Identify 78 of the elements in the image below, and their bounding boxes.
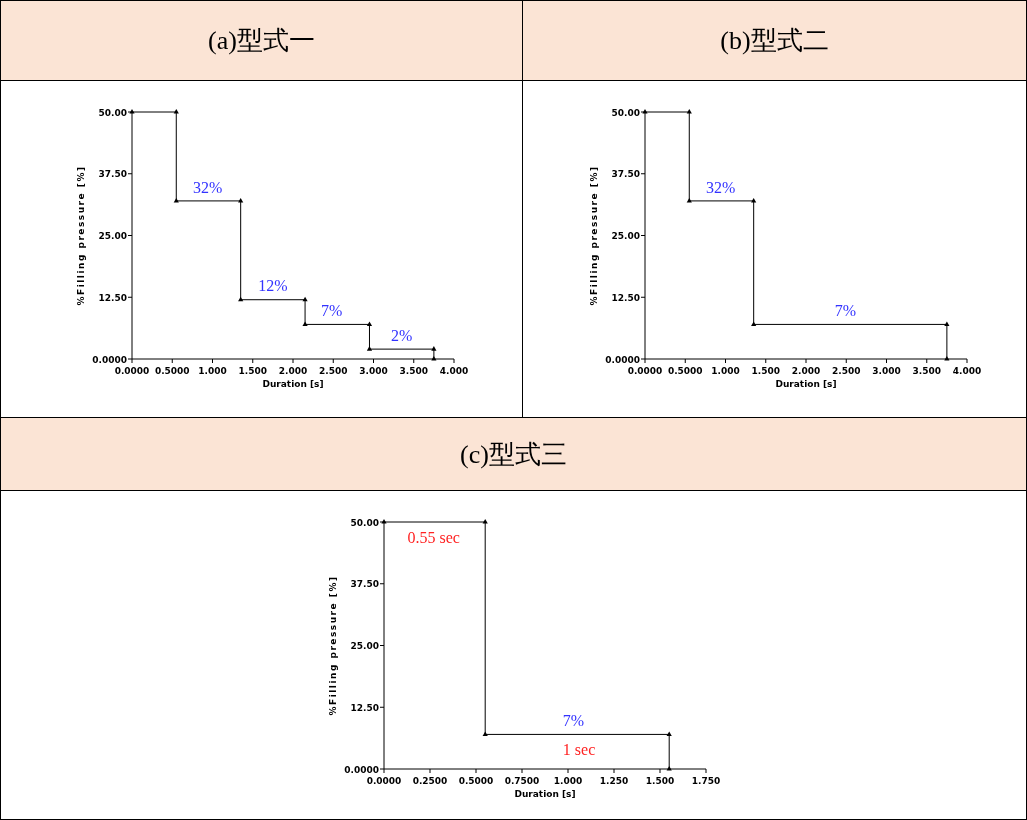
annotation: 7% <box>562 712 585 730</box>
x-tick-label: 0.2500 <box>412 776 448 786</box>
point <box>666 766 672 771</box>
x-tick-label: 2.000 <box>278 366 308 376</box>
x-axis-title: Duration [s] <box>775 379 837 389</box>
y-tick-label: 50.00 <box>350 517 379 528</box>
y-tick-label: 37.50 <box>611 169 640 180</box>
point <box>302 321 308 327</box>
x-tick-label: 4.000 <box>952 366 982 376</box>
chart-title: (a)型式一 <box>0 0 523 81</box>
x-tick-label: 3.500 <box>399 366 428 376</box>
x-tick-label: 1.000 <box>711 366 740 376</box>
x-tick-label: 0.5000 <box>154 366 190 376</box>
point <box>431 356 437 361</box>
y-tick-label: 25.00 <box>98 231 127 241</box>
x-tick-label: 1.000 <box>553 776 583 786</box>
y-axis-title: %Filling pressure [%] <box>76 165 86 306</box>
x-tick-label: 3.000 <box>359 366 388 376</box>
y-tick-label: 50.00 <box>98 107 127 118</box>
x-tick-label: 0.5000 <box>458 776 494 786</box>
x-tick-label: 1.500 <box>751 366 780 376</box>
x-tick-label: 1.750 <box>691 776 721 786</box>
point <box>686 197 692 203</box>
annotation: 32% <box>706 178 736 196</box>
x-tick-label: 2.500 <box>832 366 861 376</box>
annotation: 12% <box>258 277 288 295</box>
y-tick-label: 37.50 <box>350 579 379 590</box>
annotation: 32% <box>193 178 223 196</box>
y-axis-title: %Filling pressure [%] <box>328 575 338 716</box>
x-axis-title: Duration [s] <box>514 789 576 799</box>
y-tick-label: 25.00 <box>350 641 379 651</box>
point <box>751 197 757 203</box>
y-tick-label: 12.50 <box>611 292 640 303</box>
point <box>238 197 244 203</box>
y-tick-label: 12.50 <box>350 702 379 713</box>
x-tick-label: 0.0000 <box>366 776 402 786</box>
point <box>366 321 373 327</box>
chart-title: (b)型式二 <box>522 0 1027 81</box>
point <box>751 321 757 327</box>
y-tick-label: 50.00 <box>611 107 640 118</box>
point <box>944 321 950 327</box>
point <box>431 346 437 351</box>
point <box>302 296 308 302</box>
point <box>686 109 692 114</box>
x-tick-label: 2.500 <box>319 366 348 376</box>
x-axis-title: Duration [s] <box>262 379 324 389</box>
point <box>366 346 373 351</box>
x-tick-label: 0.0000 <box>627 366 663 376</box>
y-axis-title: %Filling pressure [%] <box>589 165 599 306</box>
chart-title: (c)型式三 <box>0 417 1027 491</box>
annotation: 7% <box>320 302 343 320</box>
x-tick-label: 1.500 <box>238 366 267 376</box>
x-tick-label: 2.000 <box>791 366 821 376</box>
x-tick-label: 4.000 <box>439 366 469 376</box>
y-tick-label: 25.00 <box>611 231 640 241</box>
annotation: 0.55 sec <box>407 528 460 546</box>
point <box>944 356 950 361</box>
x-tick-label: 1.000 <box>198 366 227 376</box>
annotation: 2% <box>391 326 413 344</box>
annotation: 7% <box>834 302 857 320</box>
point <box>173 197 179 203</box>
annotation: 1 sec <box>562 741 596 759</box>
point <box>173 109 179 114</box>
x-tick-label: 1.500 <box>645 776 675 786</box>
point <box>666 731 672 737</box>
x-tick-label: 3.000 <box>872 366 901 376</box>
y-tick-label: 12.50 <box>98 292 127 303</box>
point <box>482 519 488 524</box>
point <box>482 731 488 737</box>
y-tick-label: 0.0000 <box>92 354 127 365</box>
x-tick-label: 0.5000 <box>667 366 703 376</box>
x-tick-label: 0.0000 <box>114 366 150 376</box>
y-tick-label: 0.0000 <box>605 354 640 365</box>
x-tick-label: 0.7500 <box>504 776 540 786</box>
y-tick-label: 0.0000 <box>344 764 379 775</box>
y-tick-label: 37.50 <box>98 169 127 180</box>
x-tick-label: 3.500 <box>912 366 941 376</box>
x-tick-label: 1.250 <box>599 776 629 786</box>
